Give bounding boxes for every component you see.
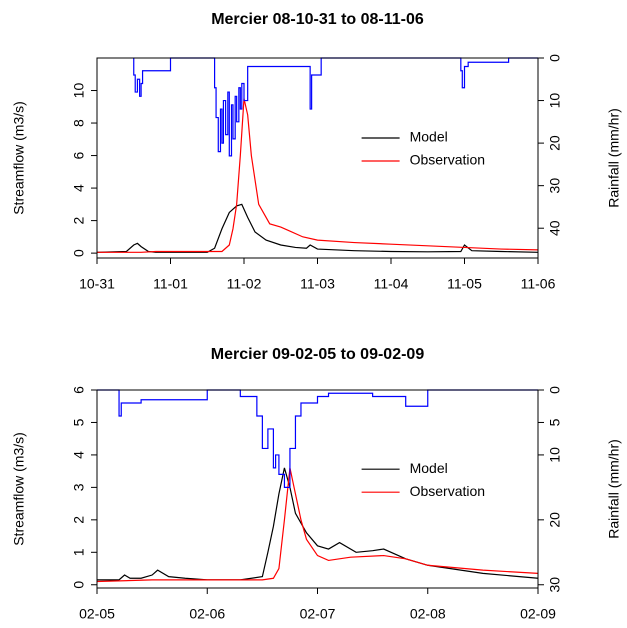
rainfall-step [97,389,538,488]
x-tick-label: 02-06 [189,606,225,622]
y2-tick-label: 40 [547,220,563,236]
y-tick-label: 1 [71,548,87,556]
y-axis-label: Streamflow (m3/s) [11,432,27,546]
x-tick-label: 10-31 [79,276,115,292]
y-tick-label: 10 [71,83,87,99]
legend-label: Model [410,460,448,476]
series-line [96,203,539,253]
y-tick-label: 2 [71,516,87,524]
y2-tick-label: 10 [547,93,563,109]
y-tick-label: 8 [71,119,87,127]
series-line [97,467,539,581]
y-tick-label: 4 [71,451,87,459]
y2-axis-label: Rainfall (mm/hr) [606,108,622,208]
y-tick-label: 2 [71,217,87,225]
legend-label: Observation [410,483,485,499]
x-tick-label: 11-05 [447,276,482,292]
x-tick-label: 11-02 [227,276,262,292]
x-tick-label: 11-01 [153,276,188,292]
x-tick-label: 02-07 [300,606,336,622]
legend-label: Observation [410,152,485,168]
y-axis-label: Streamflow (m3/s) [11,101,27,215]
y2-tick-label: 5 [547,418,563,426]
y-tick-label: 4 [71,184,87,192]
y2-tick-label: 30 [547,577,563,593]
y-tick-label: 0 [71,249,87,257]
series-line [96,467,539,583]
y2-tick-label: 30 [547,178,563,194]
rainfall-step [133,57,538,157]
x-tick-label: 02-08 [410,606,446,622]
y2-tick-label: 10 [547,447,563,463]
series-line [97,98,539,253]
x-tick-label: 11-06 [521,276,556,292]
x-tick-label: 11-03 [300,276,335,292]
y2-tick-label: 0 [547,54,563,62]
x-tick-label: 02-05 [79,606,115,622]
x-tick-label: 11-04 [374,276,409,292]
y-tick-label: 6 [71,151,87,159]
chart-title: Mercier 08-10-31 to 08-11-06 [211,11,424,28]
y2-tick-label: 20 [547,512,563,528]
chart-title: Mercier 09-02-05 to 09-02-09 [211,346,425,363]
x-tick-label: 02-09 [520,606,556,622]
y-tick-label: 3 [71,483,87,491]
legend-label: Model [410,129,448,145]
y2-tick-label: 0 [547,386,563,394]
y-tick-label: 5 [71,418,87,426]
y2-axis-label: Rainfall (mm/hr) [606,439,622,539]
y2-tick-label: 20 [547,135,563,151]
y-tick-label: 6 [71,386,87,394]
y-tick-label: 0 [71,581,87,589]
